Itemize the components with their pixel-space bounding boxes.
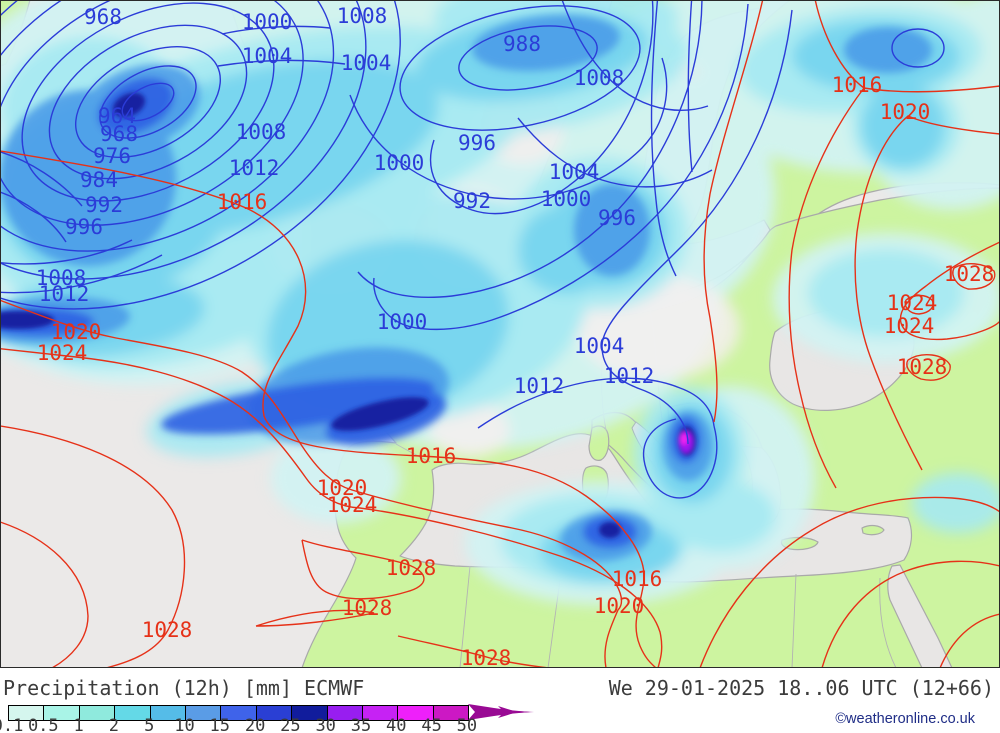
scale-segment [327, 706, 363, 720]
scale-segment [362, 706, 399, 720]
pressure-label: 1020 [317, 476, 368, 500]
precipitation-color-scale [8, 705, 469, 721]
scale-overflow-arrow-icon [468, 704, 534, 720]
pressure-label: 1004 [341, 51, 392, 75]
scale-tick-label: 1 [73, 716, 84, 733]
scale-tick-label: 30 [315, 716, 336, 733]
pressure-label: 1024 [327, 493, 378, 517]
scale-tick-label: 50 [456, 716, 478, 733]
isobar-high-layer [0, 0, 1000, 668]
pressure-label: 996 [65, 215, 103, 239]
legend-title: Precipitation (12h) [mm] ECMWF [3, 676, 365, 700]
pressure-label: 1020 [880, 100, 931, 124]
scale-tick-label: 15 [209, 716, 231, 733]
pressure-label: 976 [93, 144, 131, 168]
legend-datetime: We 29-01-2025 18..06 UTC (12+66) [608, 676, 994, 700]
pressure-label: 1028 [944, 262, 995, 286]
scale-segment [292, 706, 328, 720]
weather-map: 968 1000 1004 1008 1004 988 1008 964 968 976 984 99… [0, 0, 1000, 668]
pressure-label: 1004 [549, 160, 600, 184]
scale-segment [433, 706, 469, 720]
pressure-label: 1020 [594, 594, 645, 618]
pressure-label: 1024 [37, 341, 88, 365]
scale-tick-label: 20 [244, 716, 266, 733]
pressure-label: 1024 [887, 291, 938, 315]
scale-segment [79, 706, 116, 720]
pressure-label: 996 [598, 206, 636, 230]
pressure-label: 1016 [406, 444, 457, 468]
pressure-label: 968 [100, 122, 138, 146]
pressure-label: 1016 [612, 567, 663, 591]
pressure-label: 1000 [242, 10, 293, 34]
pressure-label: 1028 [897, 355, 948, 379]
pressure-label: 1008 [236, 120, 287, 144]
scale-tick-label: 45 [421, 716, 442, 733]
pressure-label: 988 [503, 32, 541, 56]
scale-tick-label: 25 [280, 716, 301, 733]
pressure-label: 1028 [461, 646, 512, 668]
pressure-label: 1024 [884, 314, 935, 338]
scale-segment [9, 706, 45, 720]
pressure-label: 1008 [36, 266, 87, 290]
pressure-label: 1008 [574, 66, 625, 90]
pressure-label: 1016 [832, 73, 883, 97]
pressure-label: 1012 [514, 374, 565, 398]
pressure-label: 1020 [51, 320, 102, 344]
scale-segment [221, 706, 257, 720]
pressure-label: 1008 [337, 4, 388, 28]
copyright-link[interactable]: ©weatheronline.co.uk [835, 711, 975, 727]
scale-segment [256, 706, 293, 720]
scale-tick-label: 5 [144, 716, 155, 733]
pressure-label: 1028 [342, 596, 393, 620]
scale-tick-label: 2 [108, 716, 120, 733]
pressure-label: 1028 [142, 618, 193, 642]
scale-segment [185, 706, 222, 720]
scale-segment [398, 706, 434, 720]
scale-segment [44, 706, 80, 720]
pressure-label: 996 [458, 131, 496, 155]
pressure-label: 1012 [229, 156, 280, 180]
pressure-labels-layer: 968 1000100410081004988100896496897698499… [36, 4, 995, 668]
isobar-low-layer [0, 0, 945, 499]
pressure-label: 992 [85, 193, 123, 217]
pressure-label: 984 [80, 168, 118, 192]
pressure-label: 964 [98, 104, 136, 128]
scale-segment [150, 706, 186, 720]
scale-tick-label: 35 [350, 716, 372, 733]
scale-tick-label: 0.1 [0, 716, 24, 733]
precipitation-layer [0, 0, 1000, 605]
pressure-label: 968 [84, 5, 122, 29]
scale-tick-label: 0.5 [27, 716, 59, 733]
pressure-label: 1004 [574, 334, 625, 358]
scale-tick-label: 10 [174, 716, 195, 733]
pressure-label: 992 [453, 189, 491, 213]
pressure-label: 1016 [217, 190, 268, 214]
pressure-label: 1012 [39, 282, 90, 306]
pressure-label: 1012 [604, 364, 655, 388]
map-canvas: 968 1000100410081004988100896496897698499… [0, 0, 1000, 668]
scale-segment [115, 706, 151, 720]
scale-tick-label: 40 [386, 716, 407, 733]
pressure-label: 1004 [242, 44, 293, 68]
pressure-label: 1000 [377, 310, 428, 334]
pressure-label: 1028 [386, 556, 437, 580]
pressure-label: 1000 [541, 187, 592, 211]
pressure-label: 1000 [374, 151, 425, 175]
